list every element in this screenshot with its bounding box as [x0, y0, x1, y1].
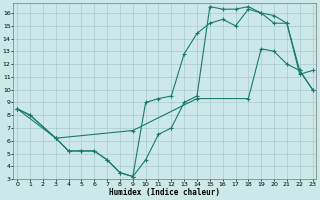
X-axis label: Humidex (Indice chaleur): Humidex (Indice chaleur) [109, 188, 220, 197]
